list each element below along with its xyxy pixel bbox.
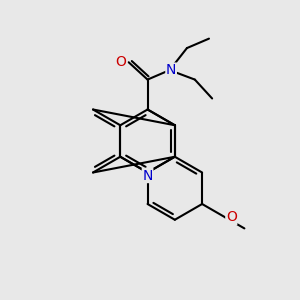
Text: N: N [142,169,153,182]
Text: N: N [166,63,176,77]
Text: O: O [226,210,237,224]
Text: O: O [116,55,127,69]
